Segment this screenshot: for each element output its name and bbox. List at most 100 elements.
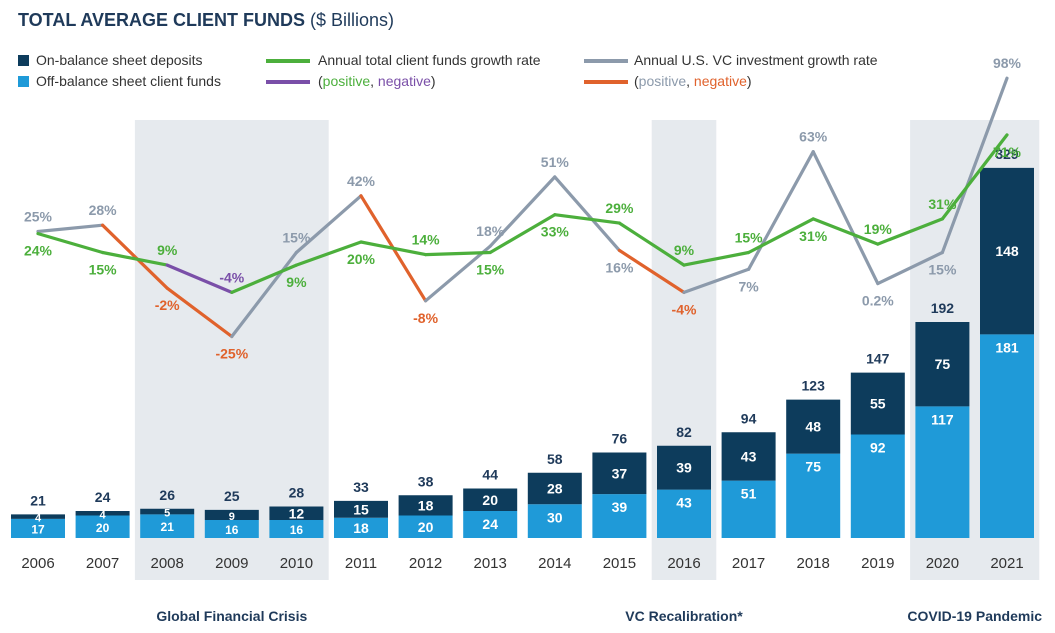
label-off-balance-2007: 20 <box>96 521 110 535</box>
label-total-2012: 38 <box>418 473 434 489</box>
label-on-balance-2007: 4 <box>100 509 107 521</box>
x-tick-2014: 2014 <box>538 555 571 572</box>
label-off-balance-2008: 21 <box>161 520 175 534</box>
label-total-growth-2012: 14% <box>412 232 441 248</box>
label-vc-growth-2017: 7% <box>738 278 759 294</box>
label-total-growth-2009: -4% <box>219 269 244 285</box>
label-total-growth-2020: 31% <box>928 196 957 212</box>
x-axis: Global Financial Crisis VC Recalibration*… <box>21 555 1042 624</box>
bar-on-balance-2007 <box>75 511 130 516</box>
label-vc-growth-2020: 15% <box>928 262 957 278</box>
x-tick-2020: 2020 <box>926 555 959 572</box>
x-tick-2006: 2006 <box>21 555 54 572</box>
label-vc-growth-2018: 63% <box>799 129 828 145</box>
label-vc-growth-2019: 0.2% <box>862 293 894 309</box>
vc-growth-segment-2021 <box>940 76 1009 255</box>
legend-comma-2: , <box>686 73 694 89</box>
total-growth-segment-2021 <box>940 133 1009 221</box>
bar-off-balance-2013 <box>463 511 518 538</box>
label-off-balance-2015: 39 <box>612 499 628 515</box>
bar-on-balance-2011 <box>334 500 388 518</box>
label-vc-growth-2011: 42% <box>347 173 376 189</box>
label-on-balance-2008: 5 <box>164 508 170 520</box>
legend-negative-vc: negative <box>693 73 747 89</box>
label-total-2009: 25 <box>224 488 240 504</box>
label-total-growth-2010: 9% <box>286 274 307 290</box>
label-off-balance-2021: 181 <box>995 339 1019 355</box>
label-total-2015: 76 <box>612 431 628 447</box>
legend-item-off-balance: Off-balance sheet client funds <box>18 71 221 92</box>
vc-growth-segment-2007 <box>36 223 105 234</box>
legend-item-on-balance: On-balance sheet deposits <box>18 50 221 71</box>
bar-off-balance-2015 <box>592 494 647 538</box>
label-total-2021: 329 <box>995 146 1019 162</box>
legend-vc-growth: Annual U.S. VC investment growth rate (p… <box>584 50 878 92</box>
legend-positive-vc: positive <box>638 73 687 89</box>
total-growth-segment-2019 <box>811 217 880 246</box>
label-total-growth-2011: 20% <box>347 251 376 267</box>
legend-paren-close-2: ) <box>746 73 752 89</box>
legend-label-total-growth: Annual total client funds growth rate <box>318 52 541 68</box>
chart-title: TOTAL AVERAGE CLIENT FUNDS ($ Billions) <box>18 10 394 31</box>
bar-on-balance-2021 <box>980 167 1034 335</box>
label-total-growth-2018: 31% <box>799 228 828 244</box>
bar-on-balance-2009 <box>204 509 259 520</box>
legend-line-vc-negative <box>584 80 628 84</box>
label-on-balance-2016: 39 <box>676 460 692 476</box>
label-off-balance-2014: 30 <box>547 509 563 525</box>
x-tick-2007: 2007 <box>86 555 119 572</box>
chart-title-main: TOTAL AVERAGE CLIENT FUNDS <box>18 10 306 30</box>
label-total-growth-2019: 19% <box>864 221 893 237</box>
bar-off-balance-2018 <box>786 453 841 538</box>
vc-growth-segment-2017 <box>682 267 751 294</box>
legend-negative-total: negative <box>377 73 431 89</box>
label-on-balance-2020: 75 <box>935 356 951 372</box>
legend-label-off-balance: Off-balance sheet client funds <box>36 73 221 89</box>
label-total-growth-2006: 24% <box>24 243 53 259</box>
label-total-2008: 26 <box>159 487 175 503</box>
label-off-balance-2018: 75 <box>805 459 821 475</box>
bar-on-balance-2015 <box>592 452 647 495</box>
label-on-balance-2013: 20 <box>482 492 498 508</box>
label-vc-growth-2010: 15% <box>282 230 311 246</box>
label-off-balance-2017: 51 <box>741 486 757 502</box>
label-on-balance-2015: 37 <box>612 465 628 481</box>
vc-growth-segment-2014 <box>488 175 557 248</box>
label-on-balance-2012: 18 <box>418 497 434 513</box>
label-total-2010: 28 <box>289 485 305 501</box>
bar-off-balance-2019 <box>850 434 905 538</box>
x-tick-2012: 2012 <box>409 555 442 572</box>
total-growth-segment-2017 <box>682 250 751 267</box>
label-on-balance-2011: 15 <box>353 501 369 517</box>
label-on-balance-2021: 148 <box>995 243 1019 259</box>
legend-label-vc-growth: Annual U.S. VC investment growth rate <box>634 52 878 68</box>
legend-positive-total: positive <box>322 73 371 89</box>
label-on-balance-2018: 48 <box>805 419 821 435</box>
x-tick-2015: 2015 <box>603 555 636 572</box>
label-total-2011: 33 <box>353 479 369 495</box>
label-total-2014: 58 <box>547 451 563 467</box>
total-growth-segment-2018 <box>746 217 815 255</box>
period-label-1: VC Recalibration* <box>625 608 743 624</box>
label-total-2018: 123 <box>802 378 826 394</box>
label-total-2016: 82 <box>676 424 692 440</box>
total-growth-segment-2016 <box>617 221 686 267</box>
bar-on-balance-2010 <box>269 506 324 520</box>
bars <box>11 167 1034 538</box>
bar-off-balance-2017 <box>721 480 776 538</box>
legend-line-total-negative <box>266 80 310 84</box>
label-total-growth-2021: 71% <box>993 144 1022 160</box>
legend-bars: On-balance sheet deposits Off-balance sh… <box>18 50 221 92</box>
label-vc-growth-2015: 16% <box>605 259 634 275</box>
x-tick-2010: 2010 <box>280 555 313 572</box>
total-growth-segment-2011 <box>294 240 363 267</box>
total-growth-segment-2020 <box>876 217 945 246</box>
period-label-2: COVID-19 Pandemic <box>907 608 1042 624</box>
data-labels: 1742120424215261692516122818153320183824… <box>24 55 1022 537</box>
x-tick-2008: 2008 <box>151 555 184 572</box>
label-on-balance-2006: 4 <box>35 513 42 525</box>
total-growth-segment-2007 <box>36 232 105 255</box>
label-on-balance-2019: 55 <box>870 396 886 412</box>
bar-off-balance-2016 <box>657 489 711 538</box>
